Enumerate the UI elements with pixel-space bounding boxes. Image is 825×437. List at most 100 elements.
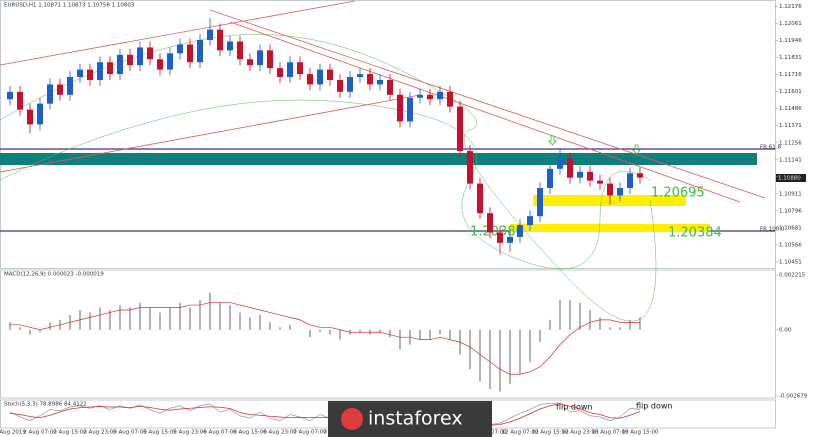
macd-bar xyxy=(389,329,391,338)
candle-body xyxy=(197,40,203,63)
x-tick-label: 2 Aug 23:00 xyxy=(83,430,117,436)
x-tick-label: 12 Aug 23:00 xyxy=(561,430,599,436)
macd-bar xyxy=(39,329,41,333)
candle-body xyxy=(477,183,483,214)
zone xyxy=(0,153,757,165)
x-tick-label: 13 Aug 15:00 xyxy=(621,430,659,436)
level-label: 1.20695 xyxy=(651,186,705,201)
macd-bar xyxy=(159,312,161,330)
macd-bar xyxy=(469,329,471,370)
candle-body xyxy=(347,77,353,92)
macd-bar xyxy=(269,322,271,330)
annotation: flip down xyxy=(636,402,672,411)
candle-body xyxy=(17,91,23,110)
macd-bar xyxy=(179,302,181,330)
candle-body xyxy=(57,84,63,95)
y-tick-label: 1.10566 xyxy=(779,242,802,248)
logo-icon xyxy=(341,408,363,430)
macd-bar xyxy=(169,307,171,330)
candle-body xyxy=(527,216,533,226)
macd-bar xyxy=(529,329,531,362)
macd-bar xyxy=(399,329,401,350)
candle-body xyxy=(377,79,383,85)
macd-bar xyxy=(599,317,601,330)
candle-body xyxy=(327,69,333,80)
candle-body xyxy=(557,158,563,169)
macd-bar xyxy=(339,329,341,340)
x-tick-label: 12 Aug 15:00 xyxy=(531,430,569,436)
x-tick-label: 5 Aug 15:00 xyxy=(143,430,177,436)
trend-line xyxy=(0,94,421,173)
candle-body xyxy=(297,62,303,75)
current-price: 1.10880 xyxy=(778,176,801,182)
candle-body xyxy=(277,68,283,78)
macd-bar xyxy=(559,300,561,330)
x-tick-label: 6 Aug 07:00 xyxy=(203,430,237,436)
arrow xyxy=(548,135,557,146)
zone xyxy=(510,224,710,232)
y-tick-label: 1.11026 xyxy=(779,174,802,180)
y-tick-label: 1.12176 xyxy=(779,4,802,10)
macd-bar xyxy=(579,302,581,330)
candle-body xyxy=(417,94,423,98)
macd-bar xyxy=(609,327,611,330)
macd-bar xyxy=(539,329,541,343)
y-tick-label: 1.11946 xyxy=(779,38,802,44)
macd-bar xyxy=(499,329,501,392)
y-tick-label: 0.00 xyxy=(779,327,792,333)
candle-body xyxy=(117,54,123,75)
macd-bar xyxy=(419,329,421,340)
candle-body xyxy=(637,173,643,178)
macd-bar xyxy=(9,322,11,330)
x-tick-label: 5 Aug 07:00 xyxy=(113,430,147,436)
macd-bar xyxy=(319,329,321,333)
x-tick-label: 2 Aug 07:00 xyxy=(23,430,57,436)
candle-body xyxy=(147,47,153,60)
macd-bar xyxy=(219,302,221,330)
candle-body xyxy=(517,225,523,237)
y-tick-label: 1.11716 xyxy=(779,72,802,78)
candle-body xyxy=(97,62,103,80)
macd-bar xyxy=(139,302,141,330)
x-tick-label: 6 Aug 23:00 xyxy=(263,430,297,436)
macd-bar xyxy=(329,329,331,335)
candle-body xyxy=(387,79,393,95)
candle-body xyxy=(537,188,543,217)
chart-title: EURUSD,H1 1.10871 1.10873 1.10758 1.1080… xyxy=(4,3,135,9)
macd-bar xyxy=(429,329,431,340)
candle-body xyxy=(597,180,603,184)
price-panel xyxy=(0,0,776,269)
x-tick-label: 2 Aug 15:00 xyxy=(53,430,87,436)
candle-body xyxy=(587,171,593,181)
macd-bar xyxy=(619,327,621,330)
x-tick-label: 12 Aug 07:00 xyxy=(501,430,539,436)
logo-text: instaforex xyxy=(368,408,463,430)
macd-bar xyxy=(89,312,91,330)
fib-label: FR 100.0 xyxy=(760,227,785,233)
candle-body xyxy=(87,69,93,80)
line xyxy=(9,402,641,427)
candle-body xyxy=(187,44,193,63)
candle-body xyxy=(577,171,583,178)
x-tick-label: 6 Aug 15:00 xyxy=(233,430,267,436)
candle-body xyxy=(447,91,453,107)
candle-body xyxy=(567,158,573,178)
candle-body xyxy=(487,213,493,233)
macd-bar xyxy=(519,329,521,375)
candle-body xyxy=(127,54,133,66)
macd-bar xyxy=(99,307,101,330)
y-tick-label: 1.11256 xyxy=(779,140,802,146)
candle-body xyxy=(337,79,343,92)
candle-body xyxy=(397,94,403,122)
macd-bar xyxy=(479,329,481,382)
y-tick-label: 1.11601 xyxy=(779,89,802,95)
macd-bar xyxy=(119,305,121,330)
candle-body xyxy=(497,232,503,243)
level-label: 1.20384 xyxy=(668,226,722,241)
macd-bar xyxy=(19,327,21,330)
macd-bar xyxy=(439,329,441,335)
macd-bar xyxy=(569,300,571,330)
macd-bar xyxy=(199,300,201,330)
y-tick-label: 1.10796 xyxy=(779,208,802,214)
candle-body xyxy=(77,69,83,78)
